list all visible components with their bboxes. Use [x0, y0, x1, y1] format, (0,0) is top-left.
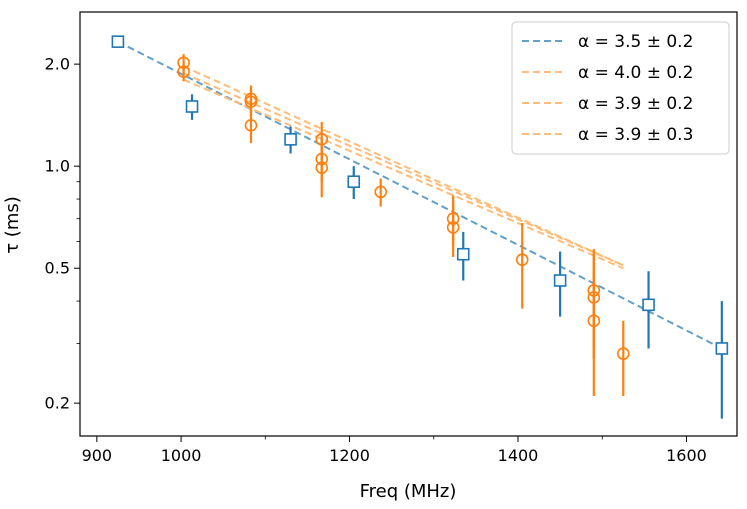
data-point-circle — [177, 65, 190, 78]
legend-label: α = 3.5 ± 0.2 — [578, 32, 693, 52]
y-tick-label: 2.0 — [45, 55, 70, 74]
data-point-square — [642, 298, 655, 312]
markers — [111, 35, 729, 360]
fit-line-3 — [183, 72, 624, 267]
data-point-square — [185, 100, 199, 113]
data-point-square — [553, 274, 567, 287]
x-tick-label: 1000 — [161, 446, 202, 465]
data-point-circle — [244, 119, 258, 132]
y-axis-label: τ (ms) — [2, 196, 23, 254]
x-tick-label: 1600 — [666, 446, 707, 465]
legend-box — [511, 21, 730, 155]
legend-label: α = 3.9 ± 0.2 — [578, 94, 693, 114]
fit-line-1 — [117, 40, 723, 350]
x-tick-label: 1400 — [498, 446, 539, 465]
legend-label: α = 3.9 ± 0.3 — [578, 125, 693, 145]
data-point-circle — [315, 133, 329, 146]
data-point-circle — [587, 284, 601, 297]
data-point-circle — [616, 347, 630, 360]
legend: α = 3.5 ± 0.2 α = 4.0 ± 0.2 α = 3.9 ± 0.2 α… — [511, 21, 730, 155]
data-point-circle — [446, 212, 460, 226]
data-point-circle — [374, 185, 388, 199]
y-tick-label: 0.5 — [45, 259, 70, 278]
data-point-square — [111, 35, 125, 48]
data-point-circle — [315, 161, 329, 174]
legend-label: α = 4.0 ± 0.2 — [578, 63, 693, 83]
data-point-square — [456, 247, 470, 261]
data-point-square — [715, 342, 729, 355]
data-point-circle — [587, 314, 601, 328]
data-point-circle — [446, 221, 460, 234]
x-tick-label: 900 — [82, 446, 113, 465]
ticks: 900 1000 1200 1400 1600 0.2 0.5 1.0 2.0 — [45, 55, 707, 465]
y-tick-label: 0.2 — [45, 394, 70, 413]
data-point-square — [284, 133, 297, 146]
data-point-circle — [244, 95, 258, 108]
data-point-circle — [315, 152, 329, 166]
x-axis-label: Freq (MHz) — [360, 481, 457, 502]
data-point-circle — [177, 56, 190, 69]
x-tick-label: 1200 — [329, 446, 370, 465]
data-point-square — [347, 175, 361, 189]
data-point-circle — [587, 291, 601, 304]
fit-line-4 — [183, 78, 624, 270]
y-tick-label: 1.0 — [45, 157, 70, 176]
data-point-circle — [515, 253, 529, 266]
plot-frame — [79, 11, 738, 437]
